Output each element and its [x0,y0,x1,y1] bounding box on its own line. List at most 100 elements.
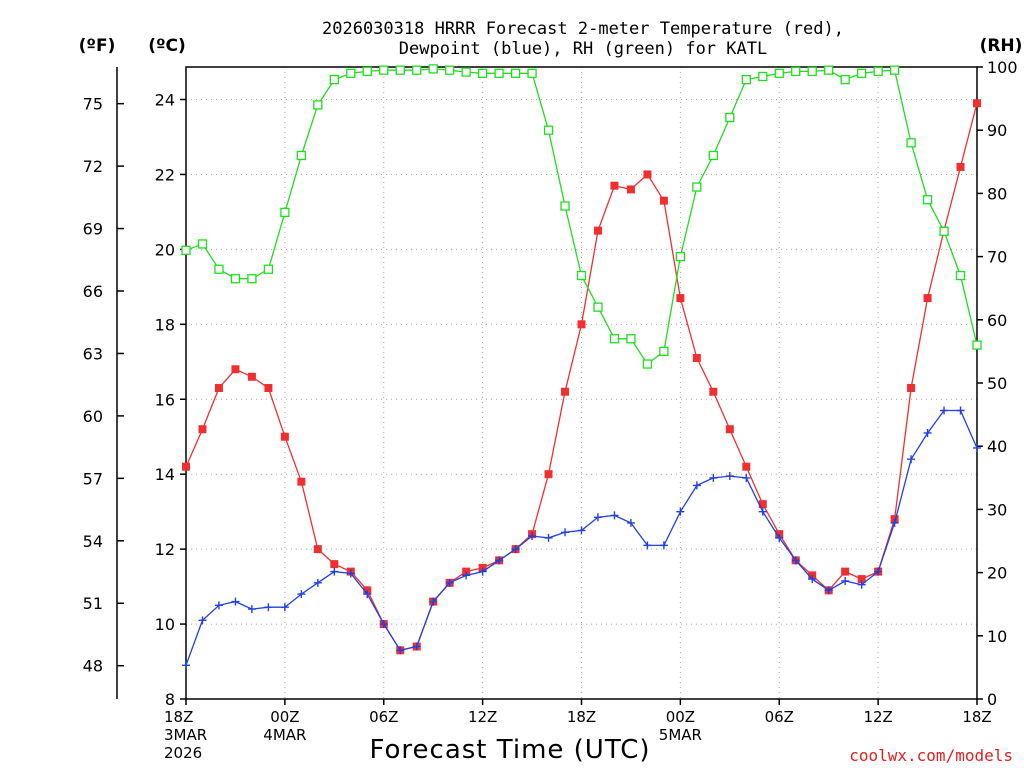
dewpoint-point [478,567,487,576]
temp-point [758,500,767,509]
dewpoint-point [313,578,322,587]
dewpoint-point [659,541,668,550]
dewpoint-point [857,580,866,589]
time-tick-label: 06Z [765,708,794,726]
rh-point [939,226,949,236]
celsius-tick-label: 18 [155,315,175,334]
rh-tick-label: 30 [987,500,1007,519]
rh-point [840,74,850,85]
time-tick-label: 12Z [468,708,497,726]
rh-tick-label: 80 [987,184,1007,203]
fahrenheit-tick-label: 51 [83,594,103,613]
dewpoint-point [412,642,421,651]
rh-point [955,270,966,281]
rh-point [346,68,356,78]
fahrenheit-axis-unit: (ºF) [79,36,116,56]
dewpoint-point [676,507,685,516]
rh-tick-label: 40 [987,437,1007,456]
rh-point [247,274,257,284]
temp-point [692,354,701,363]
temp-point [973,99,981,108]
rh-point [296,150,307,161]
temp-point [544,470,553,479]
dewpoint-point [775,533,784,542]
rh-tick-label: 20 [987,564,1007,583]
time-tick-label: 06Z [369,708,398,726]
dewpoint-point [742,473,751,482]
dewpoint-point [462,571,471,580]
temp-point [725,425,734,434]
fahrenheit-tick-label: 66 [83,282,103,301]
temp-point [659,196,668,205]
dewpoint-point [709,473,718,482]
temp-point [214,384,223,393]
celsius-tick-label: 22 [155,165,175,184]
dewpoint-point [495,556,504,565]
dewpoint-point [346,569,355,578]
dewpoint-point [610,511,619,520]
time-tick-label: 18Z [962,708,991,726]
rh-point [807,66,817,77]
rh-point [659,346,669,357]
rh-point [263,264,274,274]
time-tick-label: 12Z [863,708,892,726]
dewpoint-point [214,601,223,610]
dewpoint-point [264,603,273,612]
rh-point [412,65,422,75]
rh-point [494,68,504,78]
rh-point [791,66,801,77]
rh-point [725,112,735,123]
fahrenheit-tick-label: 60 [83,407,103,426]
rh-point [230,274,241,284]
rh-point [181,245,191,255]
dewpoint-point [280,603,289,612]
rh-line [185,68,978,365]
temp-point [610,181,619,190]
temp-point [643,170,652,179]
rh-point [692,182,702,192]
grid-lines [186,67,977,699]
celsius-tick-label: 16 [155,390,175,409]
celsius-tick-label: 14 [155,465,175,484]
rh-point [626,334,636,344]
fahrenheit-tick-label: 48 [83,657,103,676]
rh-point [824,65,834,75]
rh-point [477,68,488,78]
dewpoint-point [396,646,405,655]
rh-tick-label: 90 [987,121,1007,140]
rh-point [922,195,933,205]
temp-point [626,185,635,194]
rh-tick-label: 60 [987,311,1007,330]
rh-point [741,74,751,85]
fahrenheit-tick-label: 75 [83,95,103,114]
dewpoint-point [940,406,949,415]
axis-ticks: 8 10 12 14 16 18 20 22 24 48 51 54 57 60 63 66 69 72 75 0 10… [83,58,1018,762]
time-tick-label: 3MAR [164,726,207,744]
temp-point [676,294,685,303]
rh-point [873,66,883,77]
dewpoint-point [808,575,817,584]
dewpoint-point [725,472,734,481]
rh-point [214,264,224,274]
dewpoint-point [445,578,454,587]
temp-line [185,103,978,652]
temp-point [297,477,306,486]
dewpoint-point [791,556,800,565]
rh-point [527,68,537,78]
dewpoint-point [363,590,372,599]
credit-link[interactable]: coolwx.com/models [849,746,1013,765]
rh-point [379,65,389,75]
dewpoint-point [577,526,586,535]
dewpoint-point [182,661,190,670]
temp-point [561,387,570,396]
fahrenheit-tick-label: 63 [83,344,103,363]
rh-point [774,68,784,78]
temp-point [709,387,718,396]
data-series [181,64,982,670]
time-tick-label: 18Z [164,708,193,726]
dewpoint-point [247,605,256,614]
temp-point [907,384,916,393]
time-tick-label: 2026 [164,744,202,762]
rh-point [889,65,900,75]
